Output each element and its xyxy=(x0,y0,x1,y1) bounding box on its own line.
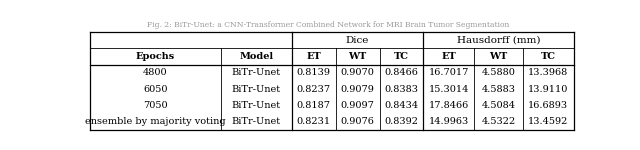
Text: ensemble by majority voting: ensemble by majority voting xyxy=(85,117,226,126)
Text: BiTr-Unet: BiTr-Unet xyxy=(232,101,281,110)
Text: 14.9963: 14.9963 xyxy=(429,117,469,126)
Text: 17.8466: 17.8466 xyxy=(429,101,469,110)
Text: 13.3968: 13.3968 xyxy=(528,68,568,77)
Text: ET: ET xyxy=(442,52,456,61)
Text: WT: WT xyxy=(348,52,367,61)
Text: 0.8187: 0.8187 xyxy=(297,101,331,110)
Text: BiTr-Unet: BiTr-Unet xyxy=(232,117,281,126)
Text: 0.9079: 0.9079 xyxy=(340,85,374,94)
Text: Fig. 2: BiTr-Unet: a CNN-Transformer Combined Network for MRI Brain Tumor Segmen: Fig. 2: BiTr-Unet: a CNN-Transformer Com… xyxy=(147,21,509,29)
Text: 7050: 7050 xyxy=(143,101,168,110)
Text: 13.9110: 13.9110 xyxy=(528,85,568,94)
Text: 0.8466: 0.8466 xyxy=(385,68,419,77)
Text: 0.8392: 0.8392 xyxy=(385,117,419,126)
Text: 0.8434: 0.8434 xyxy=(385,101,419,110)
Text: TC: TC xyxy=(541,52,556,61)
Text: Hausdorff (mm): Hausdorff (mm) xyxy=(457,36,540,45)
Text: BiTr-Unet: BiTr-Unet xyxy=(232,85,281,94)
Text: Model: Model xyxy=(239,52,273,61)
Text: 16.7017: 16.7017 xyxy=(429,68,469,77)
Text: Dice: Dice xyxy=(346,36,369,45)
Text: 13.4592: 13.4592 xyxy=(528,117,568,126)
Text: 0.9097: 0.9097 xyxy=(340,101,374,110)
Text: 0.9076: 0.9076 xyxy=(340,117,374,126)
Text: 0.8139: 0.8139 xyxy=(297,68,331,77)
Text: 0.8237: 0.8237 xyxy=(296,85,331,94)
Text: TC: TC xyxy=(394,52,409,61)
Text: 0.9070: 0.9070 xyxy=(340,68,374,77)
Text: 0.8383: 0.8383 xyxy=(385,85,419,94)
Text: 4.5084: 4.5084 xyxy=(481,101,515,110)
Text: ET: ET xyxy=(307,52,321,61)
Text: 4.5322: 4.5322 xyxy=(481,117,516,126)
Text: Epochs: Epochs xyxy=(136,52,175,61)
Text: 16.6893: 16.6893 xyxy=(528,101,568,110)
Text: BiTr-Unet: BiTr-Unet xyxy=(232,68,281,77)
Text: 4.5880: 4.5880 xyxy=(481,68,515,77)
Text: 4800: 4800 xyxy=(143,68,168,77)
Text: 6050: 6050 xyxy=(143,85,168,94)
Text: 0.8231: 0.8231 xyxy=(296,117,331,126)
Text: 15.3014: 15.3014 xyxy=(429,85,469,94)
Text: WT: WT xyxy=(490,52,508,61)
Text: 4.5883: 4.5883 xyxy=(481,85,515,94)
